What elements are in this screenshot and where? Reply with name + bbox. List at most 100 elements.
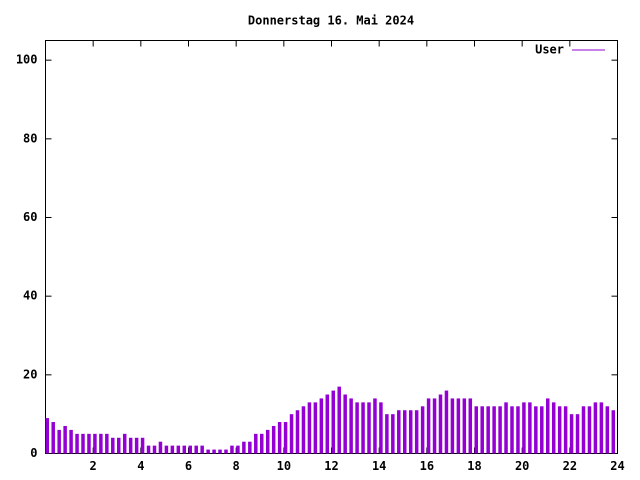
x-tick-label: 8 [233, 459, 240, 473]
impulse [540, 406, 544, 454]
impulse [575, 414, 580, 454]
impulse [397, 410, 401, 454]
y-tick-label: 20 [23, 367, 37, 381]
impulse [260, 433, 264, 454]
impulse [176, 445, 181, 454]
impulse [111, 437, 115, 454]
impulse [170, 445, 175, 454]
x-tick-label: 10 [277, 459, 291, 473]
impulse [206, 449, 210, 454]
impulse [242, 441, 246, 454]
impulse [194, 445, 198, 454]
impulse [581, 406, 586, 454]
impulse [254, 433, 258, 454]
impulse [414, 410, 419, 454]
impulse [385, 414, 389, 454]
impulse [349, 398, 353, 454]
impulse [117, 437, 121, 454]
y-tick-label: 40 [23, 289, 37, 303]
impulse [87, 433, 91, 454]
impulse [325, 394, 330, 454]
x-tick-label: 24 [610, 459, 624, 473]
impulse [265, 429, 270, 454]
chart-title: Donnerstag 16. Mai 2024 [248, 14, 414, 28]
x-tick-label: 4 [137, 459, 144, 473]
impulse [134, 437, 139, 454]
x-tick-label: 2 [90, 459, 97, 473]
impulse [546, 398, 550, 454]
impulse [432, 398, 437, 454]
impulse [593, 402, 598, 454]
x-tick-label: 20 [515, 459, 529, 473]
impulse [69, 429, 73, 454]
impulse [248, 441, 252, 454]
impulse [551, 402, 556, 454]
impulse [361, 402, 365, 454]
impulse [158, 441, 163, 454]
impulse [105, 433, 109, 454]
impulse [146, 445, 151, 454]
impulse [236, 445, 240, 454]
impulse [379, 402, 383, 454]
impulse [468, 398, 473, 454]
impulse [611, 410, 616, 454]
impulse [373, 398, 377, 454]
impulse [534, 406, 538, 454]
impulse [498, 406, 502, 454]
impulse [283, 422, 288, 454]
impulse [462, 398, 467, 454]
x-tick-label: 14 [372, 459, 386, 473]
impulse [128, 437, 133, 454]
x-tick-label: 22 [563, 459, 577, 473]
impulse [516, 406, 520, 454]
impulse [218, 449, 222, 454]
impulse [563, 406, 568, 454]
impulse [200, 445, 204, 454]
impulse [426, 398, 431, 454]
impulse [188, 445, 192, 454]
impulse [164, 445, 169, 454]
impulse [343, 394, 347, 454]
impulse [93, 433, 97, 454]
impulse [313, 402, 318, 454]
impulse [51, 422, 55, 454]
impulse [63, 425, 67, 454]
impulse [99, 433, 103, 454]
impulse [599, 402, 604, 454]
y-tick-label: 100 [16, 53, 38, 67]
impulse [528, 402, 532, 454]
impulse [289, 414, 294, 454]
impulse [271, 425, 276, 454]
impulse [230, 445, 234, 454]
impulse [331, 390, 335, 454]
impulse [456, 398, 461, 454]
impulse [438, 394, 443, 454]
impulse [587, 406, 592, 454]
impulse [444, 390, 449, 454]
impulse [367, 402, 371, 454]
impulse [81, 433, 85, 454]
impulse [355, 402, 359, 454]
impulse [307, 402, 312, 454]
impulse [557, 406, 562, 454]
impulse [45, 418, 49, 454]
impulse [522, 402, 526, 454]
impulse [569, 414, 574, 454]
impulse [301, 406, 306, 454]
impulse [474, 406, 478, 454]
impulse [212, 449, 216, 454]
impulse [277, 422, 282, 454]
impulse [408, 410, 413, 454]
impulse [605, 406, 610, 454]
impulse [152, 445, 157, 454]
impulse [492, 406, 496, 454]
impulse [450, 398, 455, 454]
impulse [480, 406, 484, 454]
impulse [224, 449, 228, 454]
impulse [510, 406, 514, 454]
impulse [420, 406, 425, 454]
y-tick-label: 80 [23, 131, 37, 145]
impulse [319, 398, 324, 454]
y-tick-label: 60 [23, 210, 37, 224]
